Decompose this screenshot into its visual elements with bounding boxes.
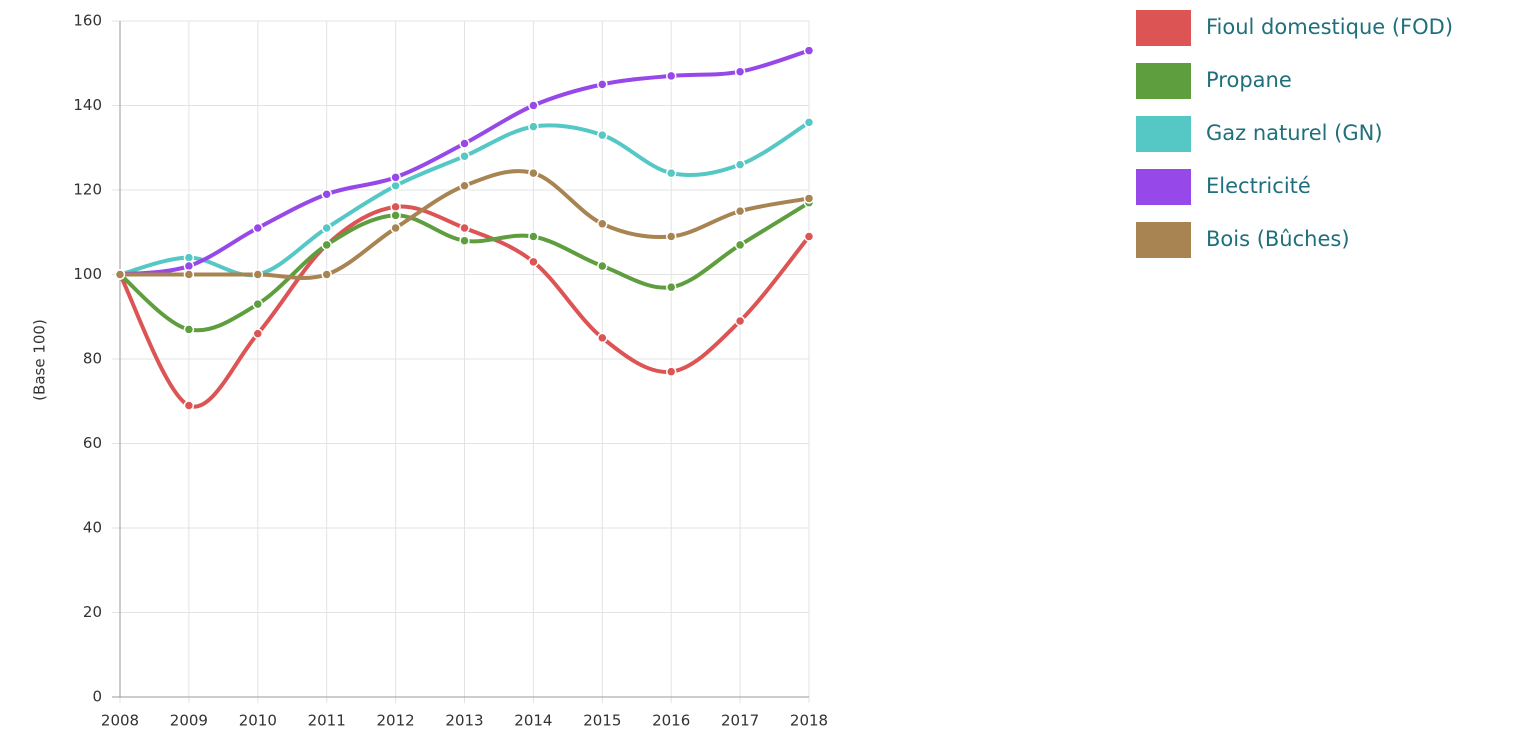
legend-label: Electricité (1206, 174, 1311, 198)
data-point (734, 159, 746, 170)
data-point (459, 138, 470, 149)
data-point (597, 260, 608, 272)
x-tick-label: 2011 (308, 712, 346, 730)
data-point (665, 70, 677, 82)
y-tick-label: 40 (83, 519, 102, 537)
data-point (183, 269, 195, 280)
y-tick-label: 120 (73, 181, 102, 199)
y-tick-label: 160 (73, 12, 102, 30)
x-tick-label: 2014 (514, 712, 552, 730)
x-tick-label: 2009 (170, 712, 208, 730)
x-tick-label: 2018 (790, 712, 828, 730)
legend-swatch (1136, 222, 1191, 258)
data-point (114, 269, 126, 280)
data-point (597, 332, 608, 344)
data-point (321, 188, 332, 200)
data-point (734, 239, 746, 251)
data-point (390, 222, 401, 234)
x-tick-label: 2017 (721, 712, 759, 730)
x-tick-label: 2013 (445, 712, 483, 730)
y-tick-label: 140 (73, 96, 102, 114)
data-point (252, 269, 264, 280)
data-point (390, 172, 401, 183)
data-point (665, 231, 677, 242)
data-point (390, 180, 401, 192)
data-point (459, 235, 470, 246)
legend-label: Gaz naturel (GN) (1206, 121, 1383, 145)
data-point (252, 328, 264, 339)
data-point (252, 298, 264, 310)
data-point (459, 222, 470, 234)
data-point (803, 45, 815, 56)
legend-swatch (1136, 10, 1191, 46)
data-point (183, 324, 195, 335)
data-point (803, 193, 815, 204)
y-axis-label: (Base 100) (31, 319, 49, 401)
data-point (528, 231, 539, 242)
x-tick-label: 2012 (377, 712, 415, 730)
data-point (803, 117, 815, 128)
data-point (597, 129, 608, 141)
data-point (459, 150, 470, 162)
data-point (321, 222, 332, 234)
data-point (390, 201, 401, 213)
y-tick-label: 20 (83, 603, 102, 621)
y-tick-label: 100 (73, 265, 102, 283)
data-point (665, 167, 677, 179)
y-tick-label: 0 (92, 688, 102, 706)
data-point (321, 269, 332, 280)
data-point (734, 66, 746, 77)
data-point (803, 231, 815, 242)
legend-label: Propane (1206, 68, 1292, 92)
data-point (183, 252, 195, 263)
data-point (734, 315, 746, 327)
data-point (597, 218, 608, 230)
legend-swatch (1136, 116, 1191, 152)
data-point (528, 100, 539, 111)
y-tick-label: 60 (83, 434, 102, 452)
x-tick-label: 2008 (101, 712, 139, 730)
legend-label: Fioul domestique (FOD) (1206, 15, 1453, 39)
data-point (734, 205, 746, 217)
y-tick-label: 80 (83, 350, 102, 368)
data-point (597, 79, 608, 90)
data-point (665, 281, 677, 293)
data-point (665, 366, 677, 377)
data-point (528, 167, 539, 179)
x-tick-label: 2010 (239, 712, 277, 730)
x-tick-label: 2015 (583, 712, 621, 730)
data-point (183, 260, 195, 272)
data-point (252, 222, 264, 234)
data-point (321, 239, 332, 251)
data-point (528, 121, 539, 132)
data-point (183, 400, 195, 411)
data-point (390, 210, 401, 221)
legend-swatch (1136, 63, 1191, 99)
x-tick-label: 2016 (652, 712, 690, 730)
data-point (459, 180, 470, 192)
legend-swatch (1136, 169, 1191, 205)
legend-label: Bois (Bûches) (1206, 227, 1350, 251)
data-point (528, 256, 539, 268)
